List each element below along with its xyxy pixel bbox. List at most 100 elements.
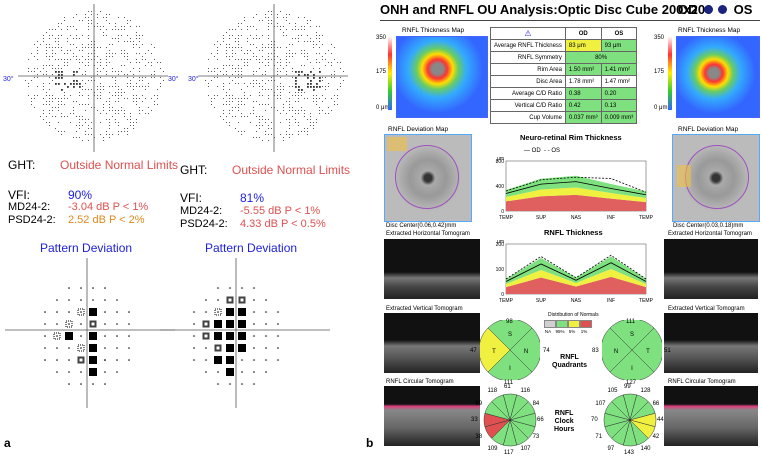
field-dot [139,62,140,63]
field-dot [268,20,269,21]
field-dot [55,68,56,69]
field-dot [49,110,50,111]
field-dot [331,65,332,66]
field-dot [310,113,311,114]
field-dot [229,122,230,123]
field-dot [325,89,326,90]
field-dot [112,95,113,96]
field-dot [52,65,53,66]
field-dot [49,113,50,114]
field-dot [274,80,275,81]
field-dot [286,35,287,36]
field-dot [250,122,251,123]
field-dot [31,104,32,105]
field-dot [223,86,224,87]
field-dot [145,77,146,78]
field-dot [136,119,137,120]
field-dot [250,26,251,27]
field-dot [307,20,308,21]
field-dot [268,44,269,45]
field-dot [121,71,122,72]
field-dot [316,83,318,85]
field-dot [61,104,62,105]
field-dot [283,32,284,33]
field-dot [304,113,305,114]
field-dot [292,116,293,117]
od-vertical-tomogram-title: Extracted Vertical Tomogram [386,306,463,312]
pd-dot [128,335,130,337]
field-dot [295,113,296,114]
field-dot [340,62,341,63]
field-dot [226,56,227,57]
field-dot [97,23,98,24]
field-dot [100,86,101,87]
series-os-line [505,254,647,280]
field-dot [91,41,92,42]
od-color-scale [388,36,392,110]
field-dot [331,53,332,54]
clock-hour-value: 42 [652,433,660,440]
field-dot [241,23,242,24]
field-dot [235,41,236,42]
row-od: 1.50 mm² [564,63,602,76]
field-dot [49,95,50,96]
field-dot [82,86,83,87]
field-dot [295,86,297,88]
pd-dot [205,311,207,313]
field-dot [136,122,137,123]
field-dot [277,47,278,48]
field-dot [130,119,131,120]
field-dot [133,89,134,90]
field-dot [334,71,335,72]
field-dot [100,113,101,114]
field-dot [325,65,326,66]
field-dot [307,86,309,88]
field-dot [163,80,164,81]
field-dot [277,110,278,111]
field-dot [286,29,287,30]
field-dot [307,35,308,36]
field-dot [136,32,137,33]
field-dot [88,59,89,60]
field-dot [94,65,95,66]
field-dot [121,50,122,51]
field-dot [130,122,131,123]
field-dot [133,47,134,48]
field-dot [283,26,284,27]
left-pattern-deviation-title: Pattern Deviation [40,241,133,255]
pd-dot [44,323,46,325]
field-dot [232,107,233,108]
field-dot [145,59,146,60]
field-dot [316,53,317,54]
field-dot [268,104,269,105]
field-dot [334,101,335,102]
distribution-labels: NA 95% 5% 1% [542,329,590,334]
field-dot [118,101,119,102]
field-dot [289,14,290,15]
field-dot [268,89,269,90]
field-dot [235,107,236,108]
field-dot [85,59,86,60]
field-dot [301,110,302,111]
field-dot [52,80,53,81]
pd-dot [217,371,219,373]
pd-dot [229,287,231,289]
clock-hour-value: 128 [640,388,651,395]
field-dot [277,68,278,69]
field-dot [298,38,299,39]
field-dot [145,65,146,66]
field-dot [112,68,113,69]
field-dot [100,134,101,135]
pd-dot [80,335,82,337]
x-tick-label: TEMP [499,298,514,304]
field-dot [301,29,302,30]
os-quad-s: 111 [626,319,636,325]
field-dot [100,95,101,96]
field-dot [322,110,323,111]
field-dot [118,113,119,114]
field-dot [307,23,308,24]
pd-checker-hole [204,334,208,338]
field-dot [247,116,248,117]
field-dot [79,125,80,126]
field-dot [307,53,308,54]
